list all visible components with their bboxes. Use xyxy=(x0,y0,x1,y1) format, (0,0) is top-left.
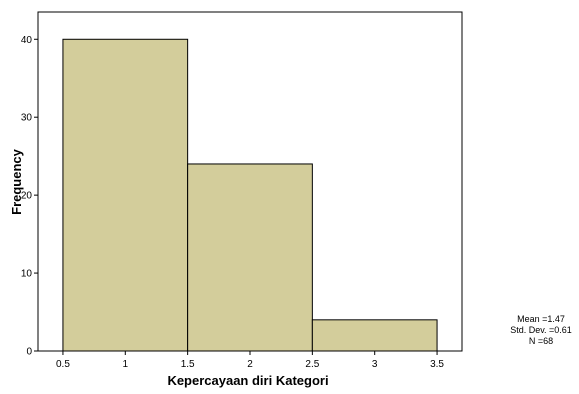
x-axis-title: Kepercayaan diri Kategori xyxy=(167,373,328,388)
histogram-bars xyxy=(62,38,438,352)
histogram-bar-1 xyxy=(62,38,189,352)
histogram-bar-3 xyxy=(311,319,438,352)
x-tick-label: 2.5 xyxy=(305,359,319,370)
x-tick-label: 0.5 xyxy=(56,359,70,370)
histogram-bar-2 xyxy=(187,163,313,352)
summary-statistics: Mean =1.47 Std. Dev. =0.61 N =68 xyxy=(510,314,572,346)
x-tick-label: 3 xyxy=(372,359,378,370)
y-axis: 0 10 20 30 40 xyxy=(21,35,38,358)
stat-n: N =68 xyxy=(529,336,553,346)
y-tick-label: 0 xyxy=(26,347,32,358)
stat-std-dev: Std. Dev. =0.61 xyxy=(510,325,572,335)
x-tick-label: 3.5 xyxy=(430,359,444,370)
x-tick-label: 2 xyxy=(247,359,253,370)
y-axis-title: Frequency xyxy=(9,148,24,215)
y-tick-label: 10 xyxy=(21,269,33,280)
x-tick-label: 1.5 xyxy=(181,359,195,370)
x-axis: 0.5 1 1.5 2 2.5 3 3.5 xyxy=(56,351,444,370)
x-tick-label: 1 xyxy=(123,359,129,370)
stat-mean: Mean =1.47 xyxy=(517,314,565,324)
y-tick-label: 30 xyxy=(21,113,33,124)
y-tick-label: 40 xyxy=(21,35,33,46)
y-tick-label: 20 xyxy=(21,191,33,202)
